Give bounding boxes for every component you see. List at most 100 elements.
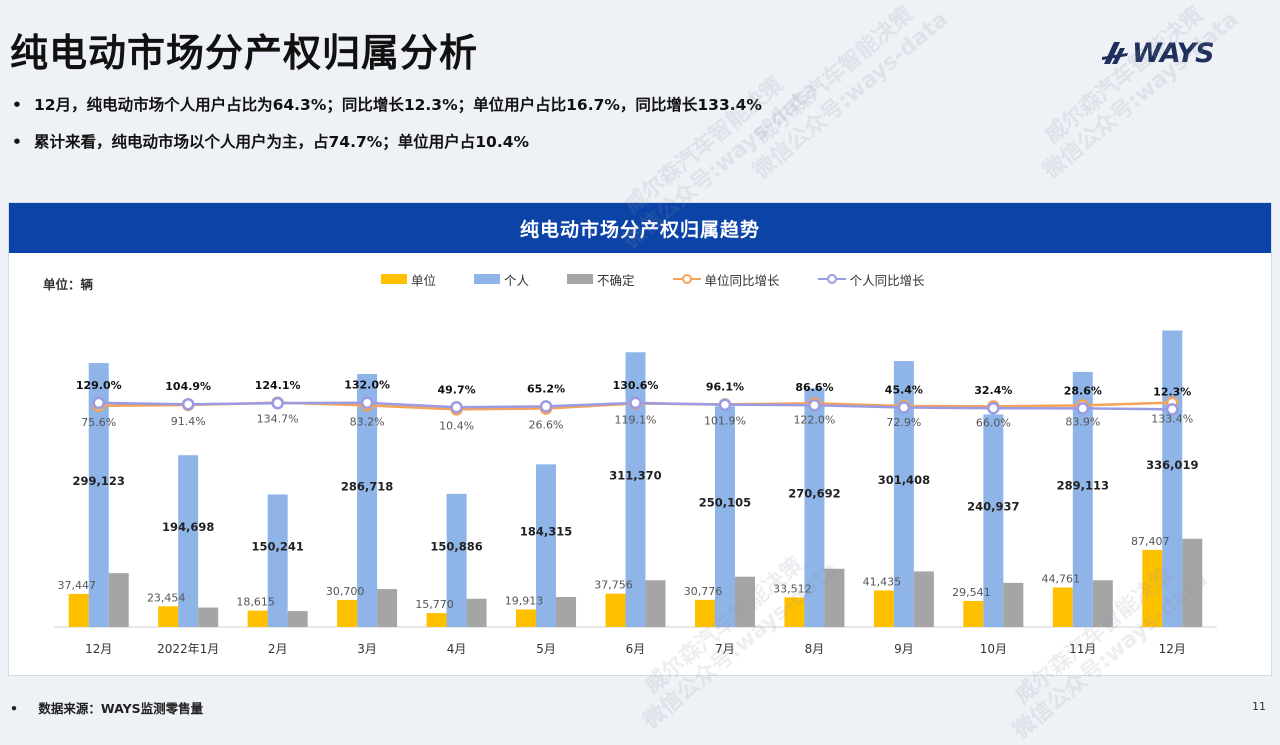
x-tick-label: 4月 [447,642,467,656]
bar-uncertain [734,576,755,627]
data-label-personal-yoy: 32.4% [974,384,1012,397]
data-label-personal: 150,241 [251,540,303,554]
data-label-personal: 194,698 [162,520,214,534]
data-label-unit-yoy: 83.2% [350,415,385,428]
legend-item-unit: 单位 [381,270,436,289]
data-label-unit-yoy: 134.7% [257,413,299,426]
data-label-personal-yoy: 65.2% [527,382,565,395]
data-label-unit-yoy: 10.4% [439,419,474,432]
x-tick-label: 2月 [268,642,288,656]
point-personal-yoy [987,401,1000,415]
legend-item-unit-yoy: 单位同比增长 [672,270,780,289]
data-label-unit: 18,615 [236,596,275,609]
data-source-note: • 数据来源：WAYS监测零售量 [10,698,203,717]
data-label-personal-yoy: 104.9% [165,380,211,393]
bar-unit [68,593,89,627]
page-title: 纯电动市场分产权归属分析 [10,31,479,75]
data-label-unit-yoy: 101.9% [704,414,746,427]
data-label-personal: 240,937 [967,500,1019,514]
legend-label: 不确定 [597,272,635,288]
x-tick-label: 2022年1月 [157,642,219,656]
bar-uncertain [645,580,666,627]
bar-personal [625,352,646,627]
data-label-personal-yoy: 130.6% [613,379,659,392]
data-label-personal-yoy: 124.1% [255,379,301,392]
legend-label: 个人同比增长 [849,272,925,288]
point-personal-yoy [897,401,911,414]
bullet-item: • 12月，纯电动市场个人用户占比为64.3%；同比增长12.3%；单位用户占比… [12,92,762,129]
bar-uncertain [287,611,308,627]
summary-bullets: • 12月，纯电动市场个人用户占比为64.3%；同比增长12.3%；单位用户占比… [12,92,762,166]
legend-line-marker [672,274,701,284]
data-label-personal: 301,408 [878,473,930,487]
bar-personal [536,464,557,627]
data-label-personal-yoy: 49.7% [437,383,475,396]
data-label-unit: 33,512 [773,582,812,595]
bar-personal [88,363,109,627]
bar-uncertain [377,589,398,627]
bar-personal [1072,371,1093,627]
data-label-unit: 15,770 [415,598,454,611]
data-label-personal: 286,718 [341,480,393,494]
point-personal-yoy [450,401,463,414]
bar-uncertain [1182,538,1203,627]
chart-panel: 纯电动市场分产权归属趋势 单位：辆 单位 个人 不确定 单位同比增长 [8,202,1272,676]
bar-personal [178,455,199,627]
data-label-personal-yoy: 132.0% [344,379,390,392]
legend-line-marker [817,274,846,284]
data-label-personal: 311,370 [609,469,661,483]
legend-item-uncertain: 不确定 [567,270,635,289]
data-label-unit: 19,913 [505,594,544,607]
bar-personal [893,361,914,627]
bar-personal [714,406,735,627]
watermark-line: 威尔森汽车智能决策 [1040,2,1209,149]
data-label-personal-yoy: 45.4% [885,384,923,397]
chart-plot: 12月 37,447 299,123 2022年1月 23,454 194,698 2月 18… [54,330,1217,656]
legend-label: 个人 [504,272,530,288]
data-label-unit-yoy: 91.4% [171,415,206,428]
x-tick-label: 8月 [805,642,825,656]
x-tick-label: 5月 [536,642,556,656]
x-tick-label: 11月 [1069,642,1096,656]
data-label-personal-yoy: 96.1% [706,381,744,394]
data-label-unit: 37,756 [594,579,633,592]
bar-unit [516,609,537,627]
data-label-unit-yoy: 122.0% [793,413,835,426]
watermark-line: 微信公众号:ways-data [748,6,954,185]
point-personal-yoy [360,396,374,409]
point-personal-yoy [718,398,732,411]
legend-swatch [381,274,407,284]
page-number: 11 [1252,700,1266,713]
bar-uncertain [198,607,219,627]
bar-personal [1162,330,1183,627]
x-tick-label: 6月 [626,642,646,656]
data-label-unit-yoy: 66.0% [976,416,1011,429]
bar-unit [337,599,358,627]
bullet-symbol: • [12,96,22,114]
data-label-personal: 184,315 [520,525,572,539]
bar-unit [963,600,984,627]
point-personal-yoy [271,396,284,410]
data-label-unit: 30,700 [326,585,365,598]
bullet-text: 累计来看，纯电动市场以个人用户为主，占74.7%；单位用户占10.4% [34,133,530,151]
x-tick-label: 12月 [1159,642,1186,656]
legend-label: 单位 [411,272,437,288]
data-label-personal-yoy: 12.3% [1153,385,1191,398]
legend-label: 单位同比增长 [704,272,780,288]
watermark: 威尔森汽车智能决策 微信公众号:ways-data [1022,0,1244,185]
data-label-personal: 270,692 [788,487,840,501]
x-tick-label: 7月 [715,642,735,656]
x-tick-label: 10月 [980,642,1007,656]
bar-unit [1142,549,1163,627]
data-label-unit-yoy: 119.1% [615,413,657,426]
data-source-text: 数据来源：WAYS监测零售量 [38,701,204,716]
bar-personal [267,494,288,627]
data-label-unit: 30,776 [684,585,723,598]
bullet-symbol: • [10,701,18,716]
point-personal-yoy [808,398,821,412]
bar-unit [158,606,179,627]
bar-uncertain [556,597,577,627]
watermark-line: 威尔森汽车智能决策 [750,2,919,149]
bar-uncertain [913,571,934,627]
chart-title: 纯电动市场分产权归属趋势 [9,203,1271,253]
